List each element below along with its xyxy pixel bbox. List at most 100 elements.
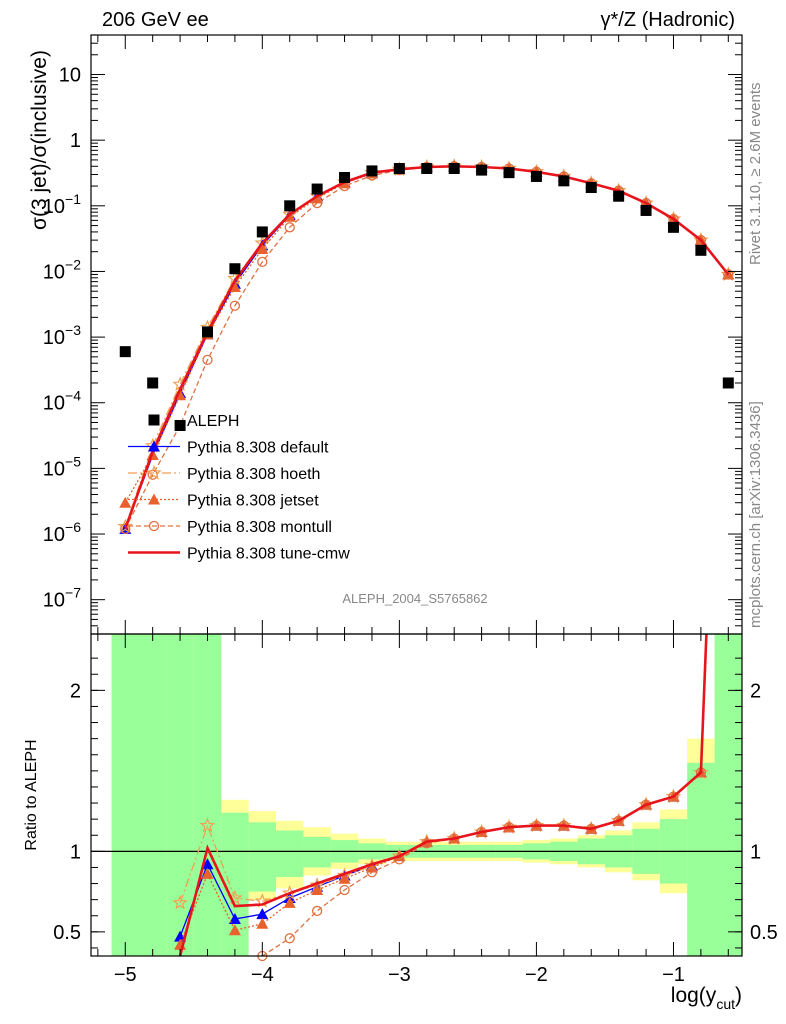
ratio-series-point xyxy=(365,861,378,873)
main-series-point xyxy=(117,518,133,534)
ratio-series-point xyxy=(256,908,269,920)
aleph-data-point xyxy=(667,221,679,233)
ratio-series-point xyxy=(199,817,216,833)
main-y-tick-label: 10−1 xyxy=(43,191,81,218)
aleph-data-point xyxy=(421,163,433,175)
ratio-series-point xyxy=(283,896,296,908)
green-band-bin xyxy=(687,762,715,956)
x-tick-label: −2 xyxy=(525,964,548,986)
green-band-bin xyxy=(276,830,304,878)
ratio-y-tick-label: 2 xyxy=(70,680,81,702)
ratio-y-axis-label: Ratio to ALEPH xyxy=(23,739,40,850)
aleph-data-point xyxy=(640,204,652,216)
header-right: γ*/Z (Hadronic) xyxy=(601,9,735,31)
ratio-panel-bands xyxy=(111,634,742,956)
aleph-data-point xyxy=(147,377,159,389)
aleph-data-point xyxy=(256,226,268,238)
main-y-axis-label: σ(3 jet)/σ(inclusive) xyxy=(28,50,51,230)
ratio-series-line xyxy=(178,633,708,957)
ratio-series-point xyxy=(174,930,187,942)
green-band-bin xyxy=(303,836,331,868)
header-left: 206 GeV ee xyxy=(102,9,209,31)
aleph-data-point xyxy=(476,164,488,176)
main-y-tick-label: 10−6 xyxy=(43,519,81,546)
ratio-series-point xyxy=(366,867,378,878)
legend-label: Pythia 8.308 tune-cmw xyxy=(187,546,350,563)
aleph-data-point xyxy=(722,377,734,389)
main-series-point xyxy=(257,256,268,268)
ratio-series-point xyxy=(339,884,350,896)
legend-marker xyxy=(148,440,160,452)
x-tick-label: −3 xyxy=(388,964,411,986)
main-y-tick-label: 10−4 xyxy=(43,388,81,415)
ratio-series-point xyxy=(201,858,214,870)
ratio-series-point xyxy=(311,883,324,895)
legend-label: Pythia 8.308 hoeth xyxy=(187,466,320,483)
main-y-tick-label: 10−2 xyxy=(43,256,81,283)
ratio-series-point xyxy=(228,912,241,924)
x-tick-label: −1 xyxy=(662,964,685,986)
aleph-data-point xyxy=(695,244,707,256)
aleph-data-point xyxy=(201,326,213,338)
aleph-data-point xyxy=(558,175,570,187)
aleph-data-point xyxy=(448,163,460,175)
aleph-data-point xyxy=(530,170,542,182)
main-series-point xyxy=(284,222,295,233)
ratio-y-tick-label-right: 2 xyxy=(750,680,761,702)
rivet-version-text: Rivet 3.1.10, ≥ 2.6M events xyxy=(747,83,764,266)
green-band-bin xyxy=(248,822,277,892)
ratio-panel-series xyxy=(91,633,742,962)
aleph-data-point xyxy=(366,165,378,177)
ratio-series-point xyxy=(613,815,624,826)
main-series-point xyxy=(120,523,131,534)
ratio-series-point xyxy=(228,924,241,936)
green-band-bin xyxy=(714,634,742,956)
ratio-y-tick-label-right: 0.5 xyxy=(750,922,778,944)
ratio-y-tick-label: 1 xyxy=(70,841,81,863)
ratio-series-point xyxy=(172,894,188,910)
legend-label: Pythia 8.308 jetset xyxy=(187,493,319,510)
x-axis-label: log(ycut) xyxy=(671,984,742,1012)
legend-marker xyxy=(148,520,160,532)
main-series-point xyxy=(723,269,734,280)
green-band-bin xyxy=(166,634,194,956)
x-tick-label: −5 xyxy=(114,964,137,986)
legend-marker xyxy=(146,464,162,480)
main-series-point xyxy=(311,197,323,209)
legend: ALEPH Pythia 8.308 default Pythia 8.308 ho… xyxy=(128,413,350,563)
legend-marker xyxy=(148,414,160,426)
main-series-point xyxy=(119,496,132,508)
axes: 10−7 10−6 10−5 10−4 10−3 10−2 10−1 1 10 0.5 0.5 1 1 2… xyxy=(43,34,778,986)
ratio-series-point xyxy=(284,933,295,944)
aleph-data-point xyxy=(613,190,625,202)
green-band-bin xyxy=(111,634,139,956)
ratio-panel-frame xyxy=(90,633,743,957)
ratio-series-point xyxy=(338,872,351,884)
main-series-point xyxy=(228,280,241,292)
ratio-series-point xyxy=(201,867,214,879)
mcplots-text: mcplots.cern.ch [arXiv:1306.3436] xyxy=(747,401,764,628)
legend-label: ALEPH xyxy=(187,413,239,430)
aleph-data-point xyxy=(585,182,597,194)
main-panel-series xyxy=(117,158,737,534)
legend-label: Pythia 8.308 default xyxy=(187,440,329,457)
aleph-data-point xyxy=(119,346,131,358)
main-y-tick-label: 10 xyxy=(59,65,81,87)
main-series-point xyxy=(202,354,213,366)
aleph-data-point xyxy=(284,200,296,212)
x-tick-label: −4 xyxy=(251,964,274,986)
green-band-bin xyxy=(138,634,167,956)
main-y-tick-label: 1 xyxy=(70,130,81,152)
green-band-bin xyxy=(193,634,222,956)
legend-marker xyxy=(148,493,160,505)
aleph-data-point xyxy=(393,163,405,175)
main-series-point xyxy=(695,234,707,246)
analysis-id: ALEPH_2004_S5765862 xyxy=(342,591,487,606)
main-series-point xyxy=(229,300,241,311)
main-y-tick-label: 10−7 xyxy=(43,585,81,612)
aleph-data-point xyxy=(503,167,515,179)
main-series-point xyxy=(256,242,269,254)
aleph-data-point xyxy=(311,183,323,195)
ratio-y-tick-label: 0.5 xyxy=(53,922,81,944)
